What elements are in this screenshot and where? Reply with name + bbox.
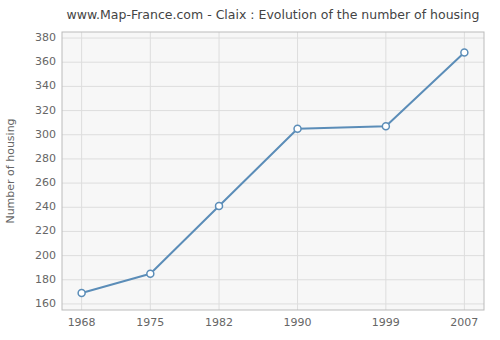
y-grid-line [62,231,484,232]
x-tick-label: 1990 [284,316,312,329]
chart: 160 180 200 220 240 260 280 300 320 340 360 380 1968… [0,0,500,340]
x-tick-label: 1975 [136,316,164,329]
y-grid-line [62,158,484,159]
plot-frame [62,32,484,310]
grid [62,32,484,310]
y-grid-line [62,303,484,304]
y-tick-label: 260 [35,176,56,189]
y-tick-label: 200 [35,249,56,262]
point [294,125,301,132]
y-grid-line [62,207,484,208]
x-grid-line [150,32,151,310]
y-tick-label: 380 [35,31,56,44]
y-grid-line [62,62,484,63]
series [78,49,468,297]
y-axis-label: Number of housing [4,118,17,223]
x-tick-label: 1999 [372,316,400,329]
y-grid-line [62,110,484,111]
y-tick-label: 240 [35,200,56,213]
y-grid-line [62,86,484,87]
point [78,290,85,297]
y-tick-label: 360 [35,55,56,68]
x-grid-line [464,32,465,310]
y-tick-label: 160 [35,297,56,310]
plot-area [62,32,484,310]
y-tick-label: 220 [35,224,56,237]
point [216,203,223,210]
x-grid-line [297,32,298,310]
x-tick-label: 1968 [68,316,96,329]
axes: 160 180 200 220 240 260 280 300 320 340 360 380 1968… [35,31,478,329]
point [382,123,389,130]
y-grid-line [62,134,484,135]
line [82,53,465,294]
y-grid-line [62,38,484,39]
y-tick-label: 180 [35,273,56,286]
chart-container: 160 180 200 220 240 260 280 300 320 340 360 380 1968… [0,0,500,340]
title: www.Map-France.com - Claix : Evolution o… [67,7,480,22]
point [461,49,468,56]
y-grid-line [62,183,484,184]
x-grid-line [385,32,386,310]
y-tick-label: 320 [35,104,56,117]
x-tick-label: 2007 [450,316,478,329]
y-tick-label: 280 [35,152,56,165]
point [147,270,154,277]
y-tick-label: 340 [35,79,56,92]
x-grid-line [81,32,82,310]
x-grid-line [219,32,220,310]
y-tick-label: 300 [35,128,56,141]
y-grid-line [62,255,484,256]
x-tick-label: 1982 [205,316,233,329]
